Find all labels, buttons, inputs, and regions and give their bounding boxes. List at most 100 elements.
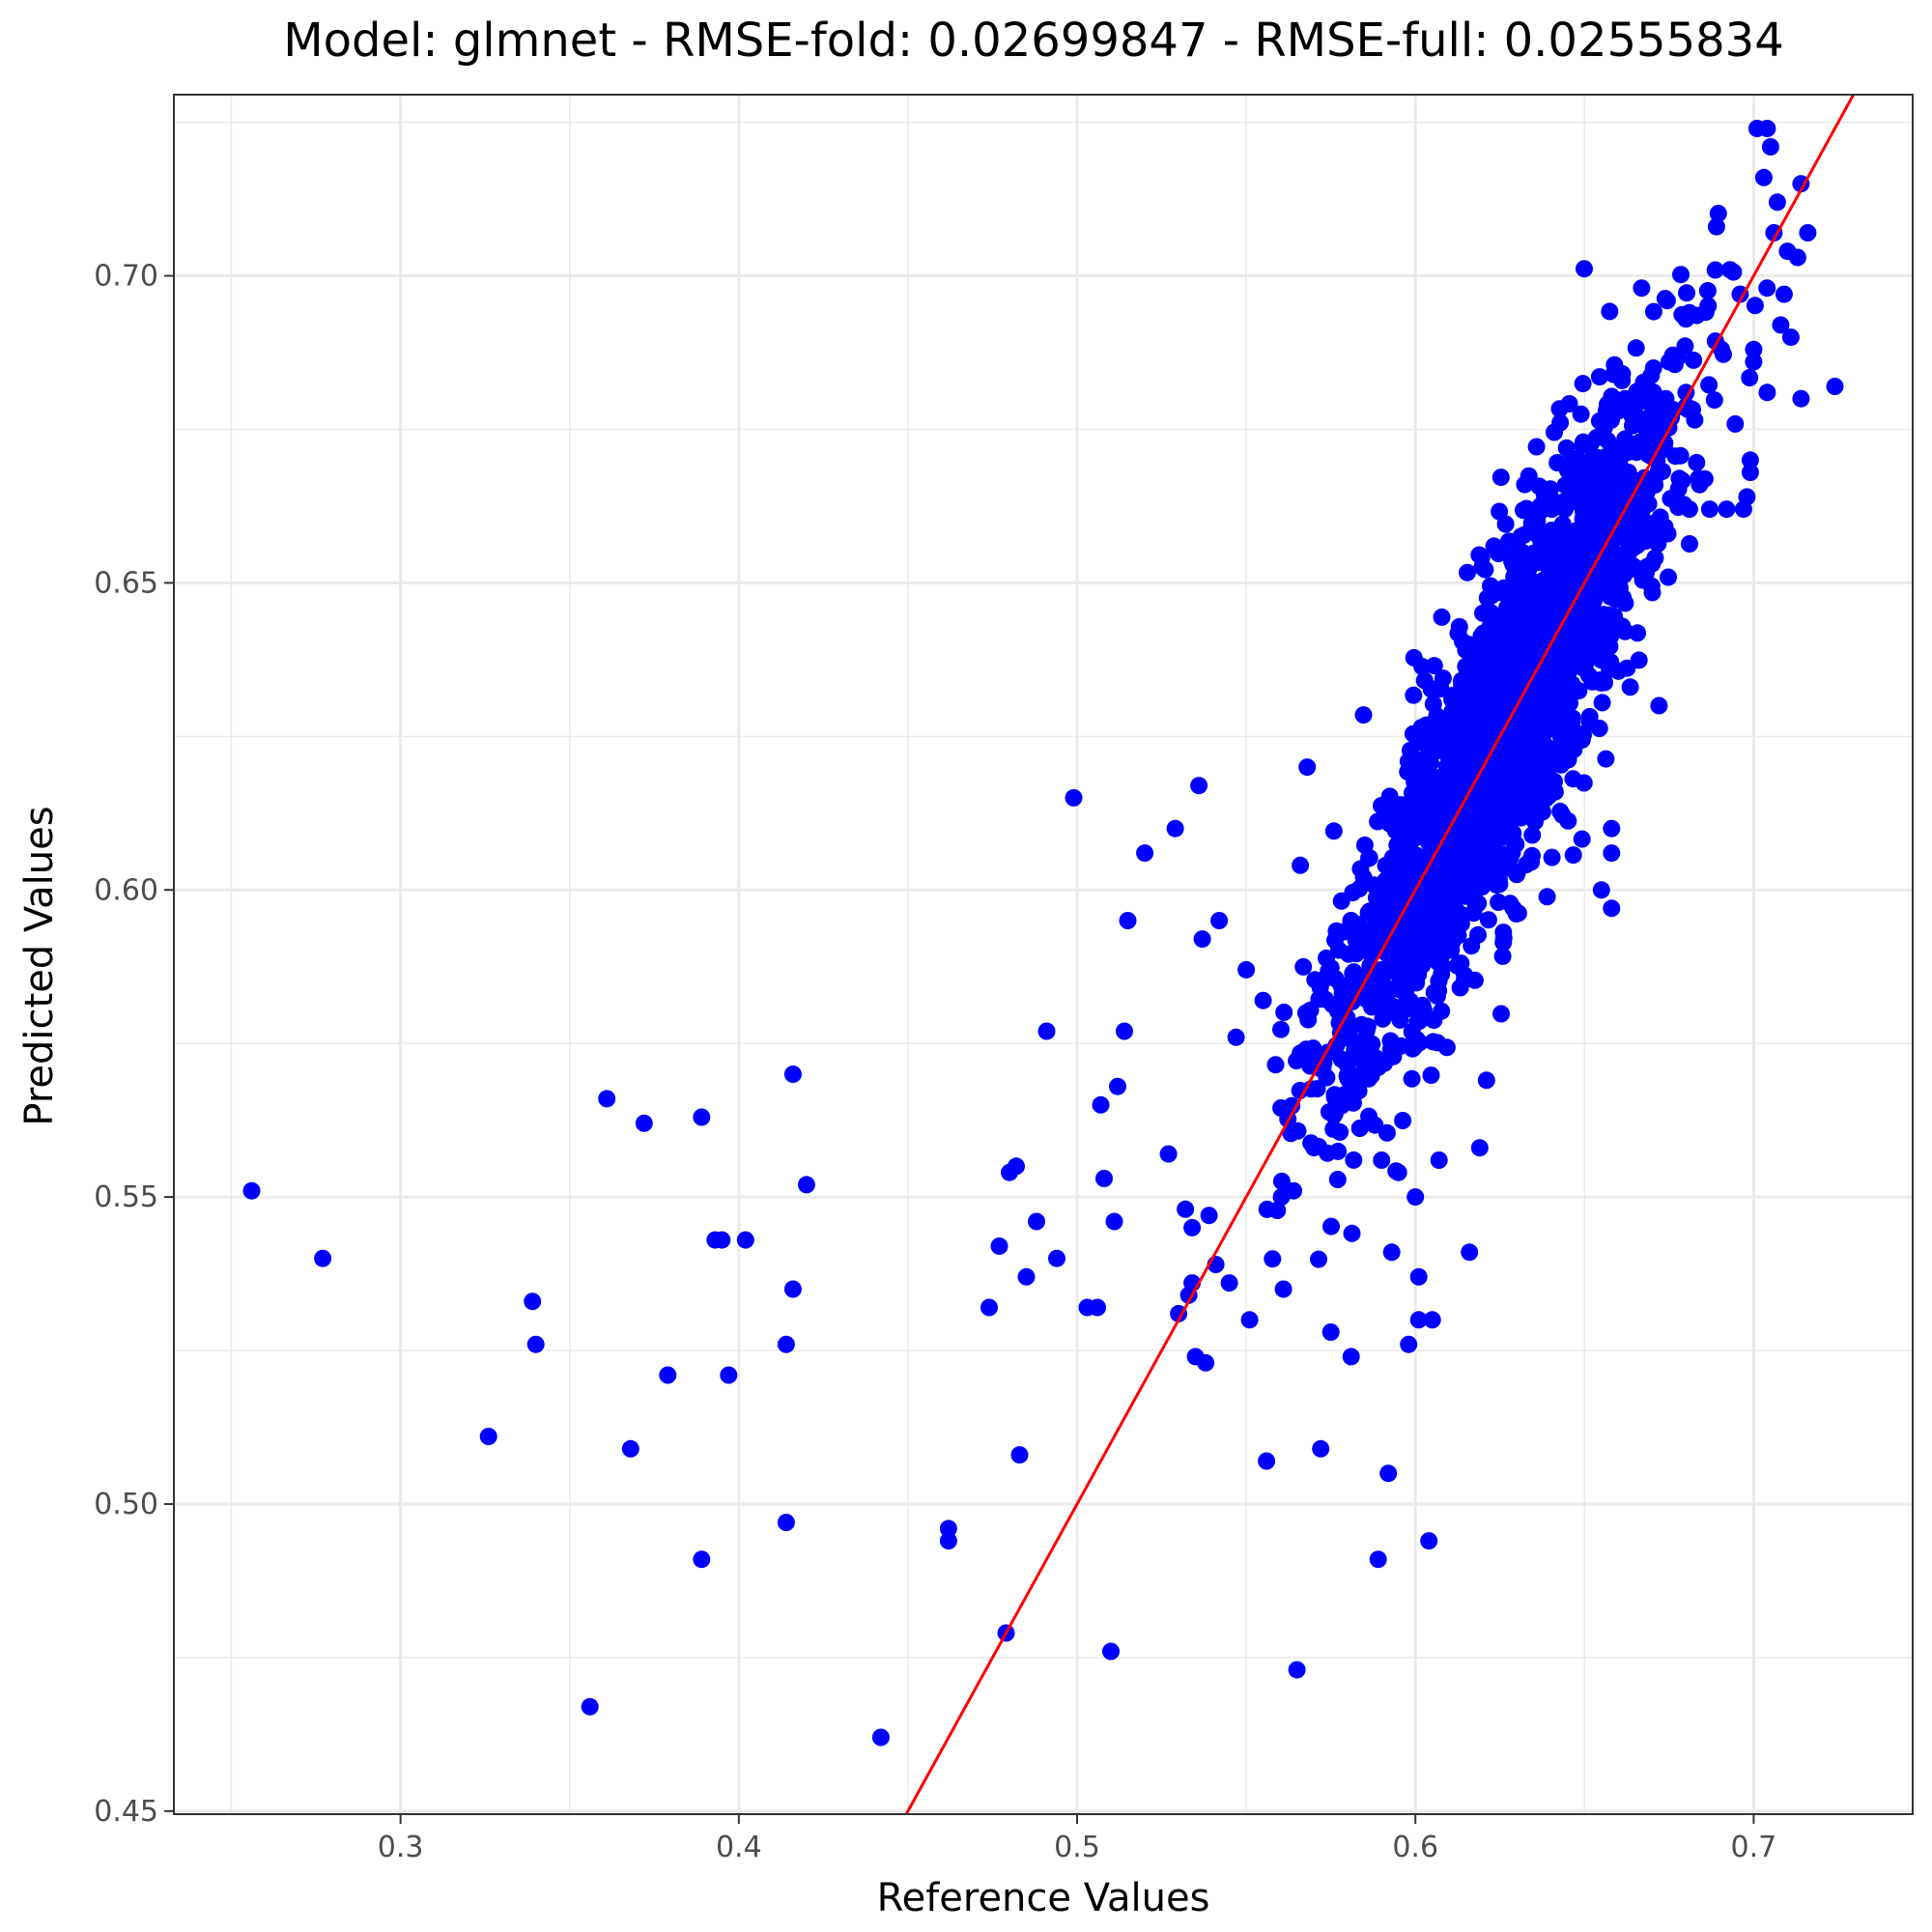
data-point — [1592, 881, 1610, 899]
data-point — [1613, 371, 1632, 389]
data-point — [1319, 1144, 1337, 1162]
data-point — [1350, 1120, 1369, 1137]
x-tick-label: 0.7 — [1731, 1831, 1777, 1864]
data-point — [1463, 707, 1482, 725]
data-point — [1573, 830, 1591, 848]
data-point — [1629, 624, 1647, 642]
data-point — [1555, 722, 1574, 740]
data-point — [1435, 894, 1454, 912]
data-point — [1543, 671, 1561, 690]
data-point — [1417, 716, 1435, 734]
data-point — [736, 1231, 754, 1249]
data-point — [1487, 777, 1505, 795]
data-point — [1193, 930, 1211, 949]
data-point — [1597, 580, 1614, 598]
data-point — [1507, 836, 1525, 853]
data-point — [1017, 1267, 1036, 1286]
x-axis-title: Reference Values — [877, 1876, 1210, 1920]
x-tick-label: 0.3 — [378, 1831, 424, 1864]
data-point — [1360, 902, 1378, 921]
data-point — [1630, 651, 1648, 669]
data-point — [1487, 687, 1505, 705]
data-point — [1565, 649, 1583, 668]
data-point — [1492, 1005, 1510, 1023]
data-point — [1669, 349, 1687, 366]
data-point — [1439, 879, 1458, 897]
data-point — [621, 1439, 639, 1458]
data-point — [1322, 1217, 1340, 1236]
minor-gridlines — [174, 95, 1913, 1814]
data-point — [1718, 500, 1736, 519]
data-point — [1095, 1170, 1113, 1187]
data-point — [1603, 844, 1621, 863]
data-point — [1159, 1145, 1178, 1163]
data-point — [1505, 672, 1523, 691]
data-point — [635, 1114, 653, 1132]
data-point — [1516, 763, 1534, 781]
data-point — [1328, 925, 1347, 944]
data-point — [1696, 303, 1715, 322]
data-point — [1328, 1171, 1347, 1188]
data-point — [1440, 743, 1459, 761]
data-point — [1580, 713, 1599, 731]
data-point — [1602, 653, 1620, 671]
data-point — [1550, 400, 1569, 418]
data-point — [1518, 499, 1536, 518]
data-point — [1403, 764, 1421, 782]
data-point — [1264, 1250, 1282, 1268]
data-point — [1422, 1066, 1440, 1085]
data-point — [1381, 1032, 1400, 1050]
data-point — [1672, 266, 1690, 284]
data-point — [1476, 560, 1494, 579]
data-point — [1590, 368, 1608, 386]
x-axis-ticks: 0.3 0.4 0.5 0.6 0.7 — [378, 1814, 1776, 1864]
data-point — [1477, 1071, 1495, 1090]
data-point — [1444, 724, 1463, 743]
data-point — [1745, 353, 1763, 371]
data-point — [1400, 1335, 1418, 1353]
data-point — [1438, 846, 1457, 865]
data-point — [1492, 469, 1510, 487]
data-point — [1403, 1069, 1421, 1088]
data-point — [1374, 1009, 1392, 1028]
data-point — [1531, 586, 1549, 605]
data-point — [1523, 826, 1542, 844]
data-point — [1688, 453, 1706, 471]
data-point — [1610, 579, 1629, 597]
data-point — [1637, 521, 1656, 539]
data-point — [1799, 224, 1817, 242]
data-point — [1596, 501, 1614, 520]
data-point — [777, 1335, 795, 1353]
data-point — [1496, 515, 1515, 533]
data-point — [1366, 1116, 1384, 1134]
data-point — [1119, 912, 1137, 929]
data-point — [1092, 1095, 1110, 1114]
data-point — [1105, 1212, 1123, 1231]
data-point — [1673, 305, 1691, 324]
data-point — [1010, 1446, 1029, 1464]
data-point — [1434, 669, 1452, 688]
data-point — [1461, 885, 1479, 903]
data-point — [1274, 1280, 1293, 1298]
data-point — [1520, 803, 1538, 821]
data-point — [1540, 486, 1558, 504]
data-point — [1457, 739, 1475, 757]
data-point — [1579, 461, 1598, 479]
data-point — [1404, 797, 1422, 815]
data-point — [1603, 819, 1621, 838]
data-point — [1482, 586, 1500, 605]
data-point — [1567, 538, 1585, 556]
data-point — [1772, 316, 1790, 334]
data-point — [1505, 748, 1523, 766]
x-tick-label: 0.6 — [1392, 1831, 1438, 1864]
data-point — [1437, 1038, 1456, 1057]
data-point — [1439, 778, 1458, 796]
data-point — [1582, 435, 1600, 452]
data-point — [1292, 856, 1310, 874]
data-point — [1363, 998, 1380, 1016]
data-point — [1601, 302, 1619, 321]
data-point — [1430, 1151, 1448, 1169]
data-point — [1342, 1348, 1360, 1366]
data-point — [1539, 696, 1557, 714]
